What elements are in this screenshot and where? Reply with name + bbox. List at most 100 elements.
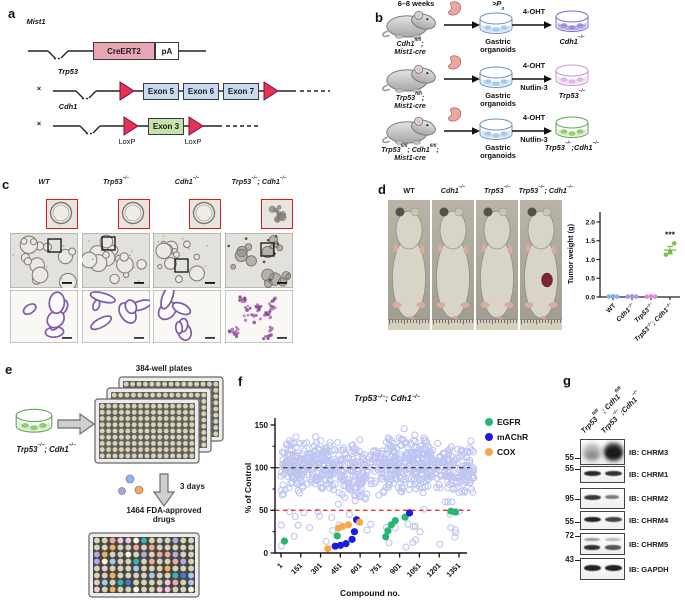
mouse-genotype: Trp53fl/fl; Cdh1fl/fl; Mist1-cre [344, 143, 476, 163]
mouse-photo [476, 200, 518, 330]
compound-point [412, 468, 420, 476]
panel-letter-f: f [238, 374, 243, 389]
petri-dish [479, 12, 513, 34]
compound-point [370, 479, 378, 487]
compound-point [386, 459, 394, 467]
x-tick-label: 751 [368, 561, 383, 576]
compound-point [374, 449, 382, 457]
compound-point [393, 470, 401, 478]
compound-point [420, 505, 428, 513]
compound-point [444, 469, 452, 477]
data-point [606, 294, 612, 299]
western-blot [580, 511, 625, 530]
compound-point [312, 433, 320, 441]
x-tick-label: 1201 [425, 561, 443, 579]
compound-point [467, 485, 476, 493]
hit-point-EGFR [384, 527, 392, 535]
protein-band [585, 452, 599, 460]
y-tick-label: 0.0 [586, 294, 596, 301]
compound-point [327, 468, 335, 476]
panel-d: d WT Cdh1−/− Trp53−/− Trp53−/−; Cdh1−/− … [370, 178, 685, 363]
compound-point [329, 486, 337, 494]
drug-screen-chart: Trp53−/−​; Cdh1−/−​ 0 50 100 150 1 151 301 451 60… [243, 393, 528, 598]
gene-label-cdh1: Cdh1 [58, 102, 78, 111]
data-point [633, 294, 639, 299]
compound-point [290, 532, 298, 540]
compound-point [291, 512, 299, 521]
compound-point [438, 462, 446, 470]
compound-point [285, 508, 294, 516]
compound-point [310, 453, 318, 461]
compound-point [418, 450, 426, 459]
compound-point [377, 465, 386, 473]
compound-point [402, 543, 410, 551]
compound-point [444, 455, 452, 463]
y-tick-label: 1.0 [586, 257, 596, 264]
compound-point [318, 470, 326, 478]
compound-point [425, 444, 433, 452]
compound-point [358, 467, 367, 475]
data-point [629, 293, 635, 299]
brightfield-image [9, 232, 79, 291]
hit-point-COX [355, 518, 364, 526]
mw-marker: 55 [565, 453, 574, 462]
x-tick-label: 901 [388, 561, 403, 576]
compound-point [404, 443, 412, 451]
blot-label: IB: CHRM4 [629, 516, 669, 525]
compound-point [462, 473, 470, 481]
compound-point [385, 539, 393, 547]
treatment-label2: Nutlin-3 [520, 83, 548, 92]
compound-point [300, 440, 308, 448]
compound-point [363, 526, 371, 534]
compound-point [413, 443, 421, 451]
compound-point [400, 468, 408, 477]
compound-point [466, 444, 474, 452]
legend-swatch [485, 418, 493, 426]
histology-image [152, 285, 222, 344]
stomach-icon [448, 55, 462, 70]
chart-title: Trp53−/−​; Cdh1−/−​ [354, 393, 420, 403]
genotype-line1: Cdh1fl/fl; [396, 36, 424, 48]
hit-point-COX [344, 521, 352, 529]
genotype-line2: Mist1-cre [394, 101, 426, 111]
compound-point [315, 512, 324, 520]
x-tick-label: 1051 [405, 561, 423, 579]
gene-label-mist1: Mist1 [26, 17, 46, 26]
stomach-icon [448, 107, 462, 122]
protein-band [584, 538, 600, 541]
arrow-icon [512, 75, 552, 83]
organoid-column: Trp53−/− [80, 175, 152, 347]
compound-point [409, 459, 417, 467]
western-blot [580, 488, 625, 509]
western-blot [580, 533, 625, 555]
y-tick-label: 1.5 [586, 238, 596, 245]
zoom-inset-image [46, 199, 78, 229]
panel-b: b 6–8 weeks >P3 Cdh1fl/fl; Mist1-cre Gast… [350, 0, 685, 170]
panel-letter-e: e [5, 362, 13, 377]
western-blot [580, 558, 625, 580]
mw-marker: 55 [565, 517, 574, 526]
compound-point [311, 480, 319, 488]
compound-point [294, 521, 302, 529]
compound-point [282, 441, 290, 449]
compound-point [349, 455, 357, 463]
mw-marker: 72 [565, 531, 574, 540]
data-point [652, 294, 658, 299]
compound-point [433, 464, 441, 473]
compound-point [447, 476, 456, 484]
stomach-icon [448, 1, 462, 16]
panel-letter-b: b [375, 10, 383, 25]
mouse-photo [388, 200, 430, 330]
pa-box: pA [155, 42, 179, 60]
treatment-label: 4-OHT [522, 7, 546, 16]
arrow-icon [444, 75, 480, 83]
hit-point-EGFR [382, 533, 390, 541]
brightfield-image [80, 232, 151, 289]
compound-point [292, 433, 300, 441]
compound-point [437, 471, 445, 479]
dish-genotype-label: Trp53−/−; Cdh1−/− [16, 443, 76, 454]
hit-point-EGFR [391, 516, 399, 525]
protein-band [584, 516, 601, 523]
compound-point [299, 450, 307, 458]
petri-dish-result [555, 10, 589, 32]
